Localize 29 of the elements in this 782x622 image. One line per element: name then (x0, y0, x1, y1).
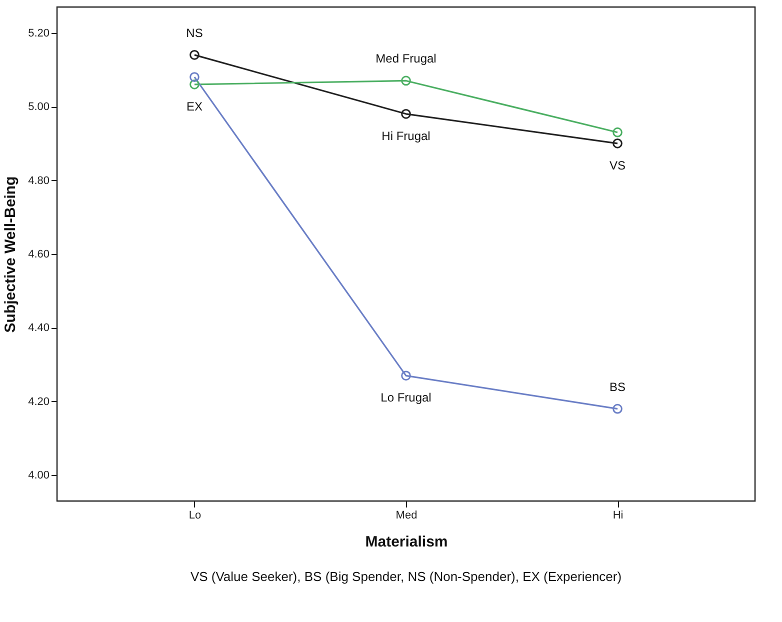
annotation: Lo Frugal (380, 390, 432, 405)
y-tick-label: 5.20 (28, 27, 50, 40)
x-tick-label: Lo (188, 510, 202, 522)
point (190, 79, 200, 90)
x-tick-label: Hi (612, 510, 624, 522)
y-tick-label: 4.80 (28, 174, 50, 187)
annotation: Hi Frugal (382, 128, 430, 143)
point (401, 370, 411, 381)
point (401, 108, 411, 119)
y-tick-label: 4.60 (28, 248, 50, 260)
y-tick-label: 4.00 (28, 470, 50, 482)
y-axis-title: Subjective Well-Being (2, 176, 20, 333)
point (612, 138, 622, 148)
point (190, 50, 200, 60)
text: VS (Value Seeker), BS (Big Spender, NS (Non-Spender), EX (Experiencer) (190, 569, 622, 584)
y-tick-label: 4.40 (28, 322, 50, 334)
annotation: BS (610, 380, 626, 394)
annotation: VS (610, 158, 626, 172)
point (612, 127, 622, 138)
x-tick-label: Med (396, 510, 418, 522)
y-tick-label: 5.00 (28, 101, 50, 114)
annotation: EX (186, 99, 202, 114)
annotation: Med Frugal (376, 52, 436, 66)
x-axis-title: Materialism (365, 534, 448, 550)
y-tick-label: 4.20 (28, 396, 50, 408)
point (401, 76, 411, 86)
point (190, 72, 200, 82)
point (612, 404, 622, 414)
annotation: NS (186, 26, 203, 40)
